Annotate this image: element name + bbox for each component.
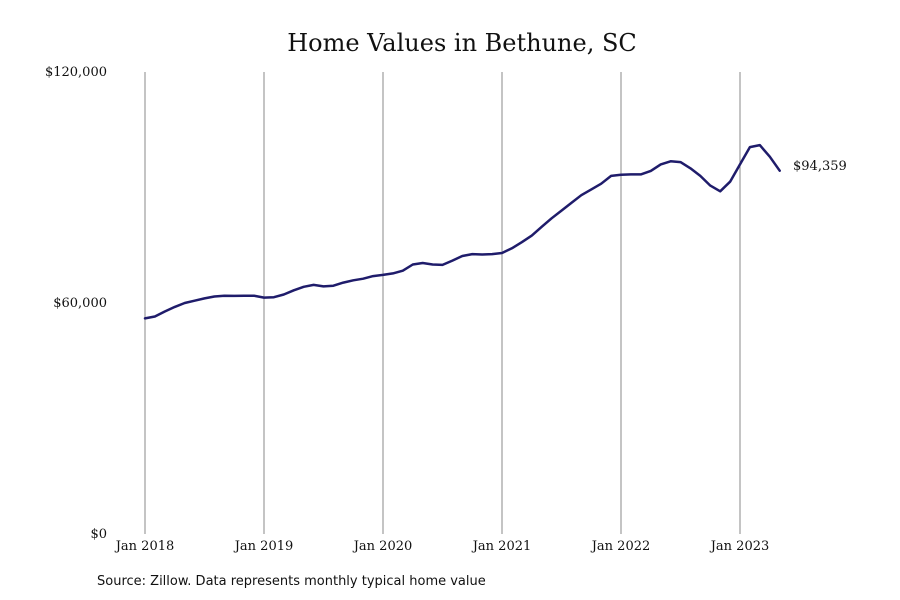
x-tick-label: Jan 2020: [352, 539, 413, 554]
series-layer: [143, 143, 781, 320]
y-tick-label: $0: [90, 527, 107, 542]
series-line: [143, 143, 781, 320]
x-tick-label: Jan 2023: [709, 539, 770, 554]
x-tick-label: Jan 2021: [471, 539, 532, 554]
y-axis-ticks: $0 $60,000 $120,000: [45, 65, 107, 542]
x-tick-label: Jan 2019: [233, 539, 294, 554]
y-tick-label: $120,000: [45, 65, 107, 80]
source-note: Source: Zillow. Data represents monthly …: [97, 574, 486, 589]
last-value-label: $94,359: [793, 159, 847, 174]
chart-title: Home Values in Bethune, SC: [287, 29, 637, 57]
gridlines: [144, 72, 741, 534]
x-axis-ticks: Jan 2018 Jan 2019 Jan 2020 Jan 2021 Jan 2022…: [114, 539, 770, 554]
x-tick-label: Jan 2018: [114, 539, 175, 554]
y-tick-label: $60,000: [53, 296, 107, 311]
x-tick-label: Jan 2022: [590, 539, 651, 554]
